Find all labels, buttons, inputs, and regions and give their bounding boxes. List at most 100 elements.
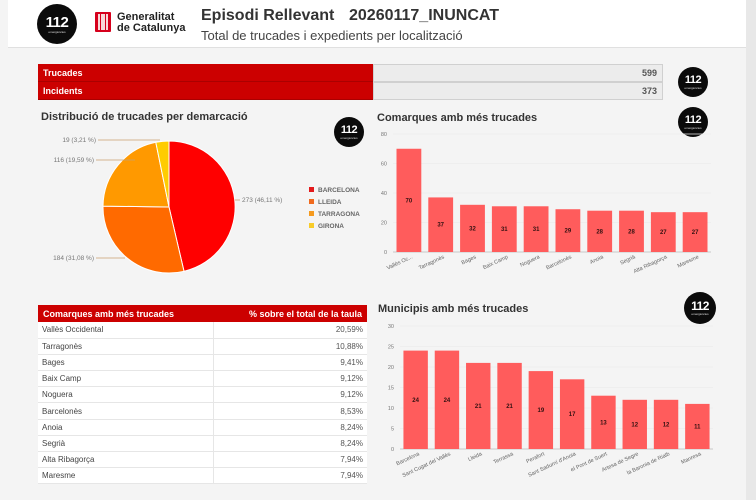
y-tick-label: 10 <box>388 406 394 412</box>
pie-label-girona: 19 (3,21 %) <box>62 137 96 144</box>
table-row: Alta Ribagorça 7,94% <box>38 451 367 469</box>
pie-slice-girona[interactable] <box>155 140 170 208</box>
table-header-percent[interactable]: % sobre el total de la taula <box>213 305 367 322</box>
logo-112-number: 112 <box>684 113 702 126</box>
logo-112-summary: 112 emergències <box>678 67 708 97</box>
table-cell-name: Alta Ribagorça <box>38 451 214 469</box>
logo-112-sub: emergències <box>340 135 358 140</box>
x-category-label: Terrassa <box>493 451 516 466</box>
bar-value-label: 12 <box>663 422 670 428</box>
table-row: Anoia 8,24% <box>38 419 367 436</box>
logo-112-sub: emergències <box>684 125 702 130</box>
pie-slice-lleida[interactable] <box>102 205 185 274</box>
table-cell-name: Segrià <box>38 435 214 453</box>
logo-112: 112 emergències <box>37 4 77 44</box>
table-cell-name: Tarragonès <box>38 338 214 355</box>
page-header: 112 emergències Generalitat de Catalunya… <box>8 0 746 48</box>
comarques-chart-title: Comarques amb més trucades <box>377 112 538 124</box>
bar[interactable] <box>428 197 454 252</box>
bar[interactable] <box>466 362 491 449</box>
logo-112-number: 112 <box>684 73 702 86</box>
bar-value-label: 70 <box>406 198 413 204</box>
pie-chart-title: Distribució de trucades per demarcació <box>41 111 248 123</box>
logo-112-sub: emergències <box>684 85 702 90</box>
table-cell-pct: 10,88% <box>213 338 367 355</box>
bar-value-label: 24 <box>412 398 419 404</box>
y-tick-label: 20 <box>388 365 394 371</box>
scrollbar[interactable] <box>746 0 756 500</box>
bar[interactable] <box>591 395 616 449</box>
bar-value-label: 24 <box>444 398 451 404</box>
pie-slice-barcelona[interactable] <box>168 140 236 272</box>
table-cell-pct: 9,41% <box>213 354 367 372</box>
bar[interactable] <box>685 403 710 449</box>
bar[interactable] <box>622 399 647 449</box>
logo-112-sub: emergències <box>48 29 66 34</box>
table-header-comarca[interactable]: Comarques amb més trucades <box>38 305 214 322</box>
logo-112-municipis: 112 emergències <box>684 292 716 324</box>
y-tick-label: 60 <box>381 162 387 168</box>
table-cell-name: Barcelonès <box>38 402 214 420</box>
legend-barcelona: BARCELONA <box>318 187 360 194</box>
bar-value-label: 29 <box>565 229 572 235</box>
gencat-logo-text: Generalitat de Catalunya <box>117 12 185 34</box>
pie-label-lleida: 184 (31,08 %) <box>53 255 94 262</box>
pie-data-labels: 19 (3,21 %) 116 (19,59 %) 184 (31,08 %) … <box>53 137 282 262</box>
legend-lleida: LLEIDA <box>318 199 342 206</box>
summary-label: Incidents <box>38 82 373 100</box>
bar-value-label: 17 <box>569 412 576 418</box>
pie-slices <box>102 140 236 274</box>
bar[interactable] <box>491 206 517 252</box>
table-cell-pct: 9,12% <box>213 370 367 388</box>
y-tick-label: 30 <box>388 324 394 330</box>
bar[interactable] <box>396 148 422 252</box>
x-category-label: Lleida <box>467 451 484 463</box>
y-tick-label: 15 <box>388 386 394 392</box>
table-cell-pct: 8,53% <box>213 402 367 420</box>
bar-value-label: 12 <box>631 422 638 428</box>
pie-legend: BARCELONA LLEIDA TARRAGONA GIRONA <box>309 187 360 230</box>
table-row: Baix Camp 9,12% <box>38 370 367 388</box>
bar[interactable] <box>528 371 554 449</box>
bar[interactable] <box>555 209 581 252</box>
gencat-line1: Generalitat <box>117 11 175 23</box>
summary-row-incidents: Incidents 373 <box>38 82 663 100</box>
bar[interactable] <box>460 204 485 252</box>
bar[interactable] <box>650 212 676 252</box>
table-row: Tarragonès 10,88% <box>38 338 367 355</box>
bar[interactable] <box>434 350 460 449</box>
pie-slice-tarragona[interactable] <box>102 141 170 208</box>
y-tick-label: 0 <box>384 250 387 256</box>
table-row: Noguera 9,12% <box>38 386 367 404</box>
bar[interactable] <box>587 210 613 252</box>
municipis-chart-title: Municipis amb més trucades <box>378 303 529 315</box>
summary-value: 373 <box>373 82 663 100</box>
y-tick-label: 5 <box>391 427 394 433</box>
bar[interactable] <box>653 399 679 449</box>
bar[interactable] <box>497 362 522 449</box>
bar-value-label: 21 <box>506 404 513 410</box>
bar-value-label: 27 <box>692 230 699 236</box>
y-tick-label: 40 <box>381 191 387 197</box>
logo-112-number: 112 <box>691 299 709 313</box>
bar[interactable] <box>682 212 708 252</box>
bar-value-label: 13 <box>600 420 607 426</box>
bar[interactable] <box>523 206 549 252</box>
bar[interactable] <box>403 350 428 449</box>
table-cell-pct: 20,59% <box>213 322 367 339</box>
bar[interactable] <box>619 210 644 252</box>
table-cell-name: Maresme <box>38 467 214 485</box>
bar[interactable] <box>559 379 585 449</box>
y-tick-label: 80 <box>381 132 387 138</box>
logo-112-number: 112 <box>340 123 358 136</box>
comarques-table: Comarques amb més trucades % sobre el to… <box>38 305 367 485</box>
y-tick-label: 25 <box>388 345 394 351</box>
gencat-emblem-icon <box>95 12 111 32</box>
legend-girona: GIRONA <box>318 223 344 230</box>
x-category-label: Anoia <box>589 254 605 266</box>
pie-leader-lines <box>96 139 240 259</box>
summary-label: Trucades <box>38 64 373 82</box>
table-cell-pct: 7,94% <box>213 467 367 485</box>
